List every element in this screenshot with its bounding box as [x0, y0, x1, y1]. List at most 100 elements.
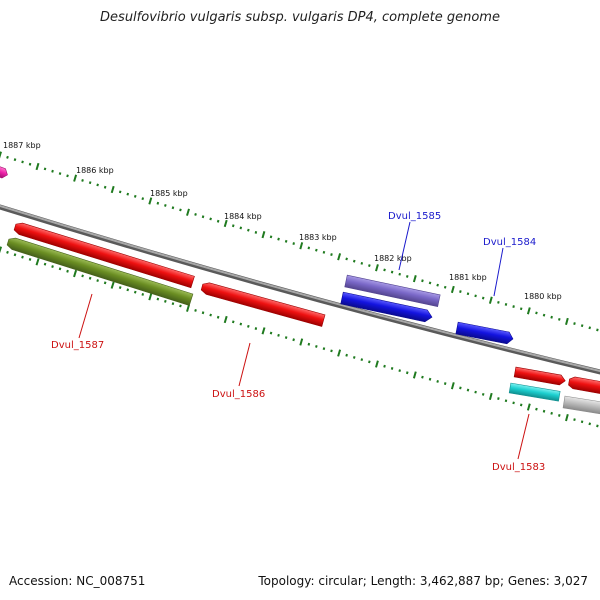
inner-track-minor-tick: [428, 377, 432, 381]
outer-track-minor-tick: [179, 208, 182, 212]
inner-track-minor-tick: [88, 276, 92, 280]
gene-feature-right-gray[interactable]: [562, 395, 600, 417]
outer-track-minor-tick: [330, 253, 333, 256]
kbp-label-1882: 1882 kbp: [374, 254, 412, 263]
gene-feature-dvul_1587-upper[interactable]: [13, 221, 195, 289]
outer-track-minor-tick: [307, 246, 311, 250]
outer-track-minor-tick: [322, 250, 326, 254]
outer-track-major-tick: [375, 264, 379, 272]
leader-line-dvul_1586: [238, 342, 251, 387]
outer-track-minor-tick: [247, 228, 250, 232]
map-title: Desulfovibrio vulgaris subsp. vulgaris D…: [100, 10, 500, 25]
inner-track-minor-tick: [103, 281, 107, 285]
outer-track-minor-tick: [497, 300, 500, 304]
outer-track-minor-tick: [209, 217, 212, 221]
outer-track-major-tick: [565, 317, 569, 326]
outer-track-minor-tick: [28, 162, 32, 166]
inner-track-minor-tick: [405, 371, 409, 375]
outer-track-major-tick: [261, 231, 266, 239]
inner-track-minor-tick: [322, 347, 326, 351]
outer-track-minor-tick: [141, 197, 145, 201]
outer-track-minor-tick: [398, 272, 401, 276]
inner-track-minor-tick: [474, 390, 477, 394]
inner-track-minor-tick: [247, 324, 250, 328]
gene-label-dvul_1583[interactable]: Dvul_1583: [492, 462, 545, 473]
inner-track-minor-tick: [368, 360, 371, 364]
gene-feature-magenta[interactable]: [0, 162, 9, 180]
inner-track-minor-tick: [13, 253, 17, 257]
inner-track-minor-tick: [421, 375, 424, 379]
outer-track-minor-tick: [550, 315, 553, 319]
inner-track-minor-tick: [133, 290, 137, 294]
gene-feature-dvul_1587[interactable]: [6, 236, 194, 306]
inner-track-minor-tick: [459, 386, 462, 390]
outer-track-minor-tick: [421, 279, 424, 283]
outer-track-minor-tick: [6, 155, 9, 159]
gene-label-dvul_1585[interactable]: Dvul_1585: [388, 211, 441, 222]
outer-track-minor-tick: [360, 261, 364, 265]
inner-track-minor-tick: [550, 411, 553, 415]
gene-feature-dvul_1583[interactable]: [508, 382, 561, 402]
inner-track-minor-tick: [466, 388, 470, 392]
outer-track-major-tick: [412, 275, 417, 283]
outer-track-minor-tick: [466, 292, 470, 296]
kbp-label-1884: 1884 kbp: [224, 212, 262, 221]
inner-track-major-tick: [223, 315, 228, 324]
inner-track-minor-tick: [573, 418, 576, 422]
outer-track-minor-tick: [474, 294, 477, 298]
gene-feature-dvul_1583-upper[interactable]: [513, 366, 566, 386]
gene-feature-dvul_1585[interactable]: [344, 274, 441, 307]
gene-feature-right-red[interactable]: [568, 376, 600, 397]
outer-track-minor-tick: [194, 213, 197, 216]
outer-track-minor-tick: [558, 317, 561, 321]
inner-track-minor-tick: [58, 267, 62, 271]
inner-track-minor-tick: [194, 309, 197, 312]
outer-track-major-tick: [186, 208, 190, 216]
outer-track-minor-tick: [51, 169, 54, 173]
outer-track-minor-tick: [171, 206, 175, 210]
inner-track-minor-tick: [436, 380, 439, 383]
outer-track-minor-tick: [164, 204, 167, 207]
leader-line-dvul_1583: [517, 413, 530, 460]
inner-track-minor-tick: [398, 369, 401, 373]
inner-track-minor-tick: [6, 250, 9, 254]
inner-track-minor-tick: [21, 255, 24, 259]
inner-track-minor-tick: [156, 297, 160, 301]
gene-feature-dvul_1585-lower[interactable]: [340, 291, 433, 323]
outer-track-minor-tick: [459, 290, 462, 293]
leader-line-dvul_1585: [398, 221, 411, 271]
outer-track-minor-tick: [542, 313, 546, 317]
outer-track-minor-tick: [405, 275, 409, 278]
gene-label-dvul_1584[interactable]: Dvul_1584: [483, 237, 536, 248]
inner-track-major-tick: [526, 403, 531, 411]
outer-track-major-tick: [0, 151, 2, 159]
inner-track-minor-tick: [345, 353, 348, 357]
kbp-label-1886: 1886 kbp: [76, 166, 114, 175]
inner-track-minor-tick: [51, 265, 54, 268]
inner-track-minor-tick: [504, 399, 508, 403]
outer-track-minor-tick: [269, 235, 273, 239]
inner-track-minor-tick: [81, 274, 84, 278]
outer-track-minor-tick: [292, 242, 295, 245]
outer-track-minor-tick: [315, 248, 318, 252]
inner-track-minor-tick: [141, 293, 145, 296]
inner-track-major-tick: [148, 293, 153, 301]
gene-feature-dvul_1586[interactable]: [200, 281, 326, 327]
gene-label-dvul_1587[interactable]: Dvul_1587: [51, 340, 104, 351]
inner-track-minor-tick: [171, 302, 175, 306]
gene-label-dvul_1586[interactable]: Dvul_1586: [212, 389, 265, 400]
outer-track-minor-tick: [436, 283, 439, 287]
gene-feature-dvul_1584[interactable]: [455, 321, 514, 345]
outer-track-minor-tick: [368, 264, 371, 267]
outer-track-major-tick: [526, 307, 531, 315]
inner-track-major-tick: [375, 360, 379, 368]
kbp-label-1883: 1883 kbp: [299, 233, 337, 242]
outer-track-minor-tick: [390, 270, 394, 274]
outer-track-minor-tick: [383, 268, 386, 272]
outer-track-minor-tick: [277, 237, 280, 241]
outer-track-major-tick: [450, 285, 455, 294]
inner-track-minor-tick: [292, 338, 295, 342]
leader-line-dvul_1584: [493, 247, 504, 297]
inner-track-major-tick: [450, 382, 455, 390]
